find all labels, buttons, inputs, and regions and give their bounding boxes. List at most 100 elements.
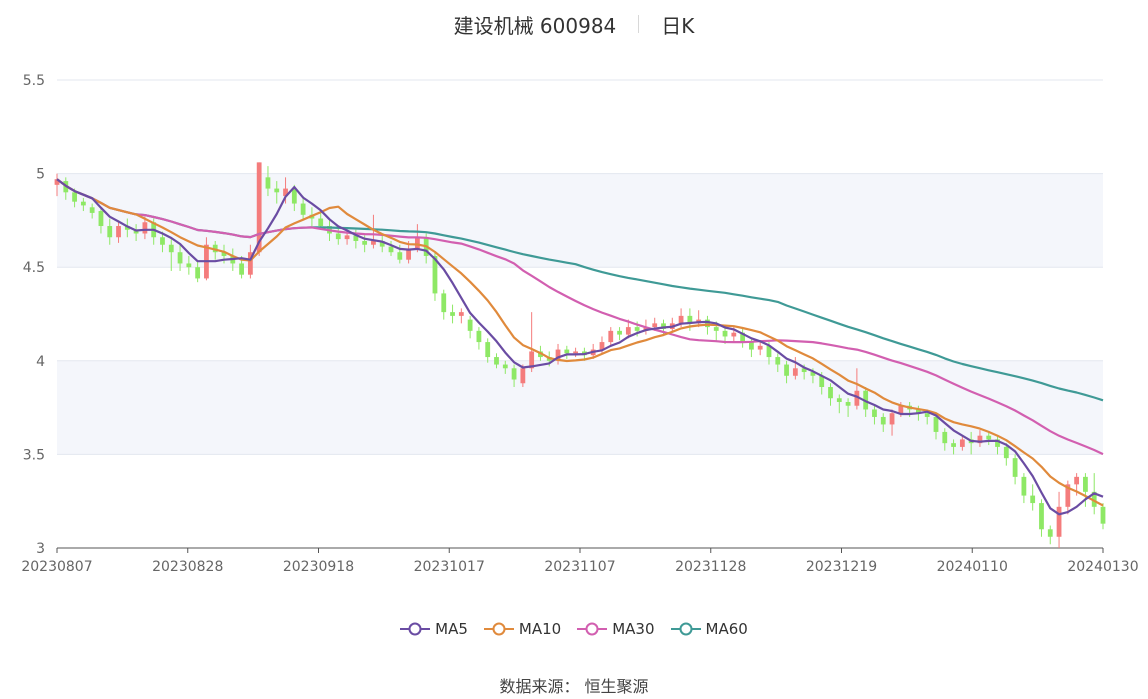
candle-body xyxy=(1100,506,1106,524)
candle-body xyxy=(221,252,227,256)
candle-body xyxy=(300,203,306,215)
series-line-ma10 xyxy=(56,178,1104,507)
candle-body xyxy=(625,327,631,335)
legend-marker-ma60 xyxy=(670,622,701,636)
candle-body xyxy=(124,226,130,230)
candle-body xyxy=(792,368,798,376)
candle-body xyxy=(353,235,359,241)
chart-legend: MA5 MA10 MA30 MA60 xyxy=(0,620,1148,638)
grid-band xyxy=(57,360,1103,455)
candle-body xyxy=(283,188,288,197)
grid-band xyxy=(57,173,1103,268)
candle-body xyxy=(564,349,570,354)
candle-body xyxy=(722,330,728,337)
candle-body xyxy=(1012,458,1018,477)
candle-body xyxy=(634,327,640,331)
candle-body xyxy=(705,319,710,328)
legend-label-ma5: MA5 xyxy=(435,620,468,638)
y-tick-label: 5.5 xyxy=(23,73,45,89)
candle-body xyxy=(89,207,95,213)
legend-item-ma60[interactable]: MA60 xyxy=(670,620,748,638)
chart-period: 日K xyxy=(661,13,695,38)
legend-item-ma10[interactable]: MA10 xyxy=(483,620,562,638)
candle-body xyxy=(731,332,737,337)
y-tick-label: 5 xyxy=(36,167,45,183)
legend-label-ma10: MA10 xyxy=(518,620,562,638)
candle-body xyxy=(142,222,148,234)
x-tick-label: 20240130 xyxy=(1067,559,1138,575)
x-tick-label: 20240110 xyxy=(937,559,1008,575)
candle-body xyxy=(511,368,517,380)
candle-body xyxy=(872,409,877,417)
candle-body xyxy=(1056,506,1062,537)
y-tick-label: 4.5 xyxy=(23,260,45,276)
candle-body xyxy=(72,192,77,202)
candle-body xyxy=(819,375,825,388)
candle-body xyxy=(256,162,262,253)
candle-body xyxy=(951,443,956,447)
x-tick-label: 20230918 xyxy=(283,559,354,575)
candle-body xyxy=(432,255,438,294)
candle-body xyxy=(186,263,192,268)
candle-body xyxy=(854,390,860,406)
candle-body xyxy=(520,368,526,384)
candle-body xyxy=(335,233,341,240)
candle-body xyxy=(1091,491,1097,507)
candle-body xyxy=(379,240,385,247)
candle-body xyxy=(784,364,789,376)
candle-body xyxy=(836,398,842,402)
candle-body xyxy=(397,252,403,260)
candle-body xyxy=(98,211,104,227)
candle-body xyxy=(485,342,491,358)
candle-body xyxy=(160,237,165,245)
candle-body xyxy=(116,226,121,238)
candle-body xyxy=(1003,446,1009,459)
candle-body xyxy=(133,229,139,234)
candle-body xyxy=(713,327,719,331)
candle-body xyxy=(986,435,992,440)
chart-title-bar: 建设机械 600984 日K xyxy=(0,8,1148,40)
candle-body xyxy=(274,188,280,193)
candle-body xyxy=(441,293,447,313)
candle-body xyxy=(608,330,614,343)
x-tick-label: 20231128 xyxy=(675,559,746,575)
candle-body xyxy=(450,312,455,316)
candle-body xyxy=(1074,476,1080,485)
candle-body xyxy=(247,252,253,275)
candle-body xyxy=(291,188,297,204)
candle-body xyxy=(1047,529,1053,537)
chart-title: 建设机械 600984 xyxy=(453,13,617,38)
legend-label-ma60: MA60 xyxy=(705,620,748,638)
candle-body xyxy=(880,416,886,425)
candle-body xyxy=(1030,495,1036,504)
candle-body xyxy=(388,246,394,253)
candle-body xyxy=(775,357,781,365)
candle-body xyxy=(924,413,930,417)
candle-body xyxy=(344,235,350,240)
candle-body xyxy=(687,315,693,324)
candle-body xyxy=(749,342,754,350)
candle-body xyxy=(810,372,816,376)
candle-body xyxy=(529,351,535,369)
candle-body xyxy=(678,315,684,324)
x-tick-label: 20230807 xyxy=(21,559,92,575)
legend-marker-ma30 xyxy=(577,622,608,636)
candle-body xyxy=(573,351,579,354)
candle-body xyxy=(599,342,605,350)
candle-body xyxy=(318,218,324,227)
legend-item-ma5[interactable]: MA5 xyxy=(400,620,468,638)
candle-body xyxy=(177,252,183,264)
candle-body xyxy=(977,435,983,444)
series-line-ma30 xyxy=(56,178,1104,456)
y-tick-label: 3.5 xyxy=(23,447,45,463)
candle-body xyxy=(467,319,473,331)
candle-body xyxy=(898,405,904,414)
candle-body xyxy=(1065,484,1071,507)
candle-body xyxy=(265,177,271,189)
legend-item-ma30[interactable]: MA30 xyxy=(577,620,655,638)
candle-body xyxy=(942,431,948,444)
series-line-ma5 xyxy=(56,178,1104,516)
x-tick-label: 20231017 xyxy=(414,559,485,575)
legend-marker-ma5 xyxy=(400,622,431,636)
candlestick-chart: 3 3.5 4 4.5 5 5.5 20230807 20230828 20230918 2023… xyxy=(21,73,1138,575)
